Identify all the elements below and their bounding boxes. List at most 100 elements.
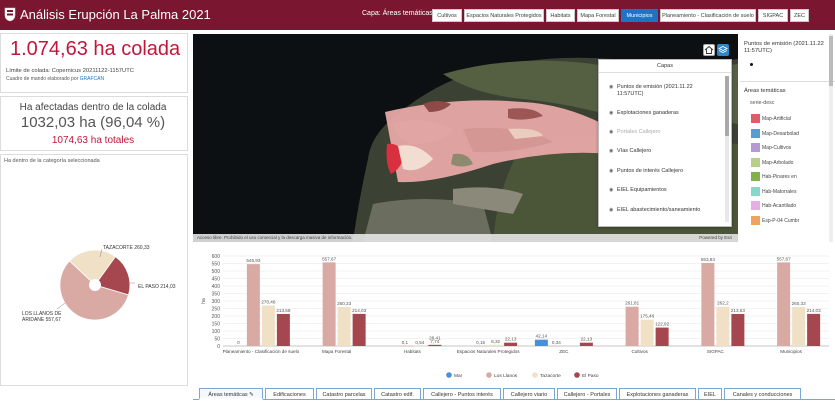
series-legend-marker[interactable] [486, 372, 492, 378]
powered-by-esri[interactable]: Powered by Esri [699, 235, 732, 240]
tab-eiel[interactable]: EIEL [698, 388, 722, 400]
tab-explotaciones-ganaderas[interactable]: Explotaciones ganaderas [619, 388, 696, 400]
series-legend-label[interactable]: Los Llanos [494, 373, 518, 379]
y-tick-label: 100 [212, 329, 221, 335]
pie-slice-el-paso[interactable] [94, 256, 131, 296]
capa-button-municipios[interactable]: Municipios [621, 9, 658, 22]
capa-button-habitats[interactable]: Habitats [546, 9, 575, 22]
legend-label: Map-Arbolado [762, 159, 794, 166]
legend-label: Map-Cultivos [762, 145, 792, 151]
capa-button-cultivos[interactable]: Cultivos [432, 9, 462, 22]
tab-callejero-puntos-interes[interactable]: Callejero - Puntos interés [423, 388, 501, 400]
tab-callejero-viario[interactable]: Callejero viario [503, 388, 555, 400]
chart-bar[interactable] [716, 306, 730, 346]
bar-value-label: 557,67 [322, 256, 336, 261]
bar-value-label: 0,1 [402, 340, 409, 345]
legend-scrollbar[interactable] [829, 34, 833, 242]
chart-bar[interactable] [276, 313, 290, 346]
chart-bar[interactable] [322, 262, 336, 346]
series-legend-label[interactable]: El Paso [582, 373, 599, 379]
layers-icon [718, 46, 728, 53]
chart-bar[interactable] [625, 306, 639, 346]
legend-areas-title: Áreas temáticas [744, 88, 786, 94]
chart-bar[interactable] [428, 344, 442, 346]
eye-icon[interactable]: ◉ [609, 168, 614, 174]
chart-bar[interactable] [337, 306, 351, 346]
tab-catastro-edif[interactable]: Catastro edif. [374, 388, 421, 400]
layer-item-eiel-abastecimiento[interactable]: ◉ EIEL abastecimiento/saneamiento [609, 207, 700, 214]
capa-button-zec[interactable]: ZEC [790, 9, 809, 22]
y-tick-label: 400 [212, 284, 221, 290]
chart-bar[interactable] [352, 313, 366, 346]
layer-label: Puntos de interés Callejero [617, 168, 684, 174]
layer-item-explotaciones[interactable]: ◉ Explotaciones ganaderas [609, 110, 679, 117]
bar-value-label: 557,67 [777, 256, 791, 261]
bar-value-label: 270,46 [261, 299, 275, 304]
layer-item-eiel-equipamientos[interactable]: ◉ EIEL Equipamientos [609, 187, 667, 194]
capa-button-planeamiento[interactable]: Planeamiento - Clasificación de suelo [660, 9, 756, 22]
tab-canales-conducciones[interactable]: Canales y conducciones [724, 388, 801, 400]
series-legend-label[interactable]: Mar [454, 373, 463, 379]
eye-icon[interactable]: ◉ [609, 84, 614, 90]
series-legend-label[interactable]: Tazacorte [540, 373, 561, 379]
eye-icon[interactable]: ◉ [609, 129, 614, 135]
chart-bar[interactable] [777, 262, 791, 346]
chart-bar[interactable] [246, 264, 260, 346]
eye-icon[interactable]: ◉ [609, 110, 614, 116]
tab-catastro-parcelas[interactable]: Catastro parcelas [316, 388, 372, 400]
home-button[interactable] [703, 44, 715, 56]
layer-label: Explotaciones ganaderas [617, 110, 679, 116]
layers-button[interactable] [717, 44, 729, 56]
layer-item-puntos-interes[interactable]: ◉ Puntos de interés Callejero [609, 168, 683, 175]
layer-item-puntos-emision[interactable]: ◉ Puntos de emisión (2021.11.22 11:57UTC) [609, 84, 717, 98]
layer-item-portales[interactable]: ◉ Portales Callejero [609, 129, 660, 136]
x-tick-label: Municipios [780, 349, 802, 354]
series-legend-marker[interactable] [532, 372, 538, 378]
legend-panel [740, 34, 835, 242]
chart-bar[interactable] [701, 262, 715, 346]
chart-bar[interactable] [261, 305, 275, 346]
chart-bar[interactable] [504, 342, 518, 346]
eye-icon[interactable]: ◉ [609, 187, 614, 193]
tab-callejero-portales[interactable]: Callejero - Portales [557, 388, 617, 400]
layers-popup: Capas ◉ Puntos de emisión (2021.11.22 11:… [598, 59, 732, 227]
capa-button-espacios[interactable]: Espacios Naturales Protegidos [464, 9, 544, 22]
chart-bar[interactable] [792, 306, 806, 346]
bar-value-label: 260,33 [337, 301, 351, 306]
grafcan-link[interactable]: GRAFCAN [79, 76, 105, 82]
chart-bar[interactable] [640, 319, 654, 346]
chart-bar[interactable] [579, 342, 593, 346]
capa-button-sigpac[interactable]: SIGPAC [758, 9, 788, 22]
series-legend-marker[interactable] [446, 372, 452, 378]
chart-bar[interactable] [534, 339, 548, 346]
eye-icon[interactable]: ◉ [609, 207, 614, 213]
bar-value-label: 213,53 [731, 308, 745, 313]
chart-bar[interactable] [655, 327, 669, 346]
legend-label: Esp-P-04 Cumbr [762, 217, 800, 224]
layers-scrollbar[interactable] [725, 76, 729, 222]
tab-areas-tematicas[interactable]: Áreas temáticas ✎ [199, 388, 263, 400]
legend-scroll-thumb[interactable] [829, 36, 833, 86]
y-tick-label: 50 [214, 336, 220, 342]
pencil-icon[interactable]: ✎ [249, 392, 254, 398]
legend-swatch [751, 201, 760, 210]
chart-bar[interactable] [807, 313, 821, 346]
legend-serie-desc: serie-desc [750, 100, 775, 106]
pie-slice-tazacorte[interactable] [68, 249, 117, 286]
legend-swatch [751, 186, 760, 196]
category-title: Ha dentro de la categoría seleccionada [4, 158, 100, 164]
app-title: Análisis Erupción La Palma 2021 [20, 7, 211, 22]
chart-bar[interactable] [731, 313, 745, 346]
series-legend-marker[interactable] [574, 372, 580, 378]
bar-value-label: 214,03 [807, 308, 821, 313]
layers-scroll-thumb[interactable] [725, 76, 729, 136]
layer-item-vias[interactable]: ◉ Vías Callejero [609, 148, 651, 155]
y-tick-label: 500 [212, 269, 221, 275]
eye-icon[interactable]: ◉ [609, 148, 614, 154]
chart-bar[interactable] [489, 344, 503, 346]
capa-button-mapa-forestal[interactable]: Mapa Forestal [577, 9, 619, 22]
pie-label-los-llanos: LOS LLANOS DE ARIDANE 557,67 [22, 311, 62, 323]
tab-edificaciones[interactable]: Edificaciones [265, 388, 314, 400]
pie-label-tazacorte: TAZACORTE 260,33 [103, 245, 150, 251]
layer-label: Vías Callejero [617, 148, 652, 154]
